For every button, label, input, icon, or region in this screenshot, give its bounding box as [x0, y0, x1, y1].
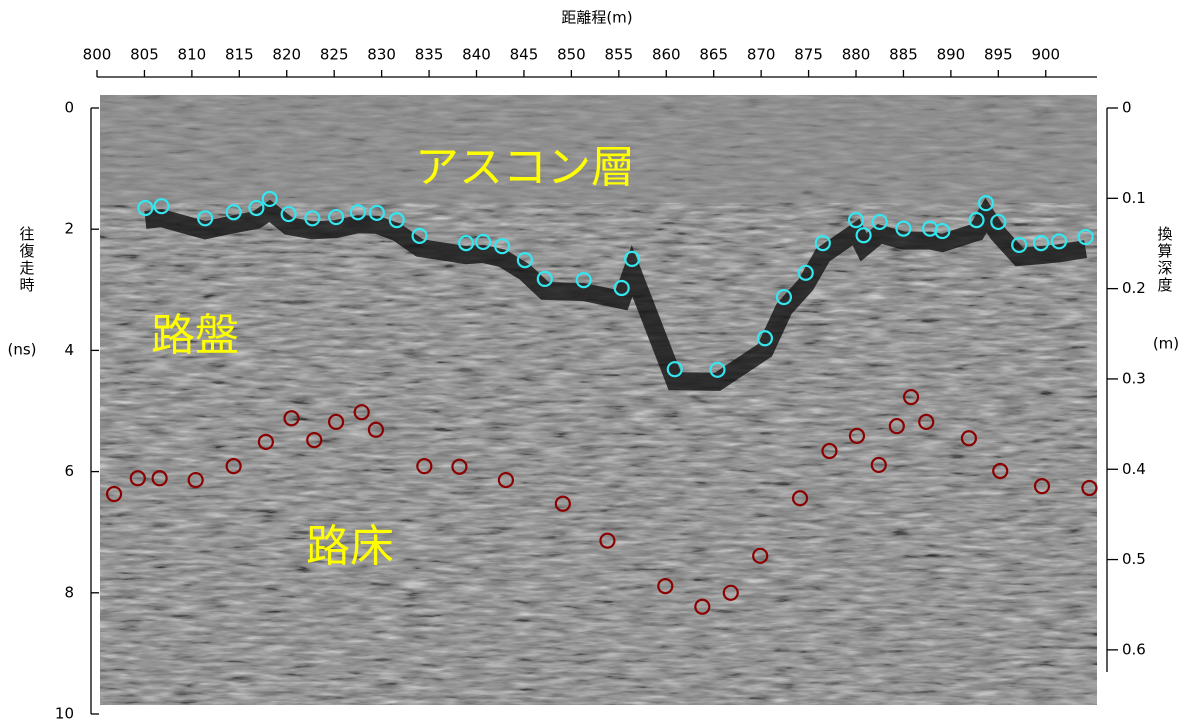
y2-axis-unit: (m): [1153, 335, 1179, 353]
x-tick-label: 865: [699, 46, 728, 64]
x-tick-label: 840: [462, 46, 491, 64]
annotation: 路床: [306, 521, 394, 572]
y2-tick-label: 0.5: [1122, 550, 1146, 568]
x-tick-label: 855: [605, 46, 634, 64]
x-tick-label: 860: [652, 46, 681, 64]
y-tick-label: 0: [64, 99, 74, 117]
x-tick-label: 825: [320, 46, 349, 64]
y-tick-label: 10: [55, 705, 74, 723]
x-tick-label: 895: [984, 46, 1013, 64]
x-tick-label: 815: [225, 46, 254, 64]
y2-tick-label: 0.3: [1122, 369, 1146, 387]
x-tick-label: 885: [889, 46, 918, 64]
x-tick-label: 800: [83, 46, 112, 64]
x-tick-label: 875: [794, 46, 823, 64]
y-tick-label: 6: [64, 462, 74, 480]
x-tick-label: 880: [842, 46, 871, 64]
x-tick-label: 890: [937, 46, 966, 64]
x-tick-label: 850: [557, 46, 586, 64]
y-axis-title: 往復走時: [18, 226, 36, 294]
y2-tick-label: 0.1: [1122, 189, 1146, 207]
x-tick-label: 820: [272, 46, 301, 64]
x-tick-label: 835: [415, 46, 444, 64]
annotation: 路盤: [151, 310, 239, 361]
y2-tick-label: 0: [1122, 99, 1132, 117]
y2-axis-title: 換算深度: [1156, 226, 1174, 294]
x-tick-label: 810: [178, 46, 207, 64]
x-tick-label: 805: [130, 46, 159, 64]
x-tick-label: 830: [367, 46, 396, 64]
x-tick-label: 870: [747, 46, 776, 64]
x-axis-title: 距離程(m): [561, 9, 632, 27]
x-tick-label: 900: [1031, 46, 1060, 64]
y2-tick-label: 0.4: [1122, 460, 1146, 478]
y2-tick-label: 0.2: [1122, 279, 1146, 297]
x-tick-label: 845: [510, 46, 539, 64]
y-axis-unit: (ns): [7, 341, 36, 359]
y-tick-label: 8: [64, 583, 74, 601]
annotation: アスコン層: [415, 142, 635, 193]
chart: 距離程(m) 往復走時 (ns) 換算深度 (m) 80080581081582…: [0, 0, 1192, 723]
y-tick-label: 2: [64, 220, 74, 238]
y-tick-label: 4: [64, 341, 74, 359]
y2-tick-label: 0.6: [1122, 640, 1146, 658]
